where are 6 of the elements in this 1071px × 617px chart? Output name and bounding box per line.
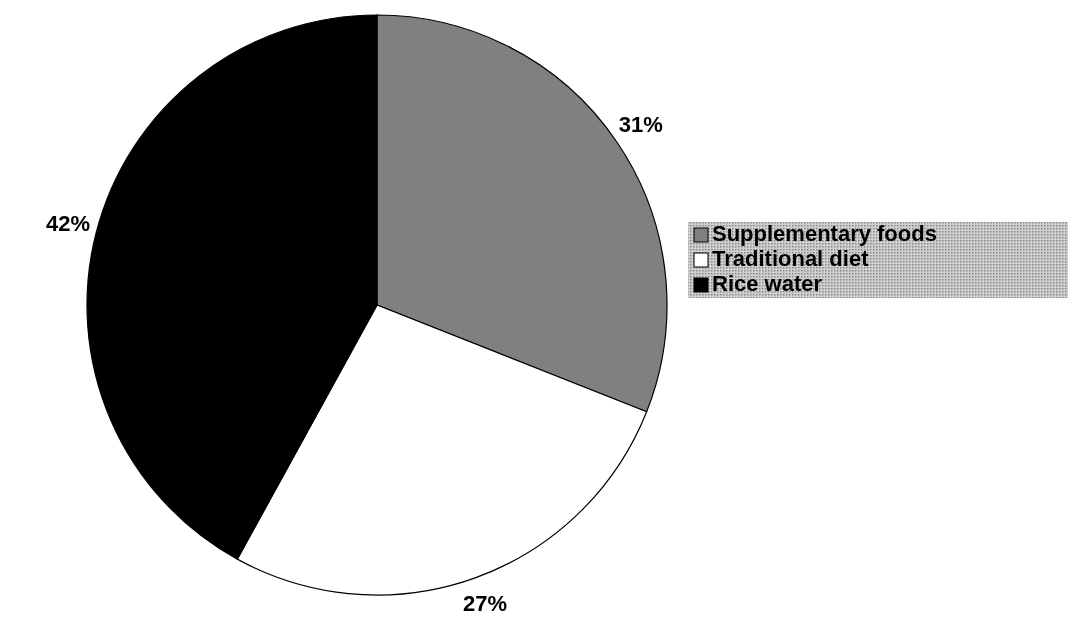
legend-label: Traditional diet <box>712 245 870 271</box>
data-label: 42% <box>46 211 91 237</box>
data-label: 31% <box>618 111 663 137</box>
legend-label: Supplementary foods <box>712 220 937 246</box>
legend-label: Rice water <box>712 270 823 296</box>
data-label: 27% <box>463 590 508 616</box>
